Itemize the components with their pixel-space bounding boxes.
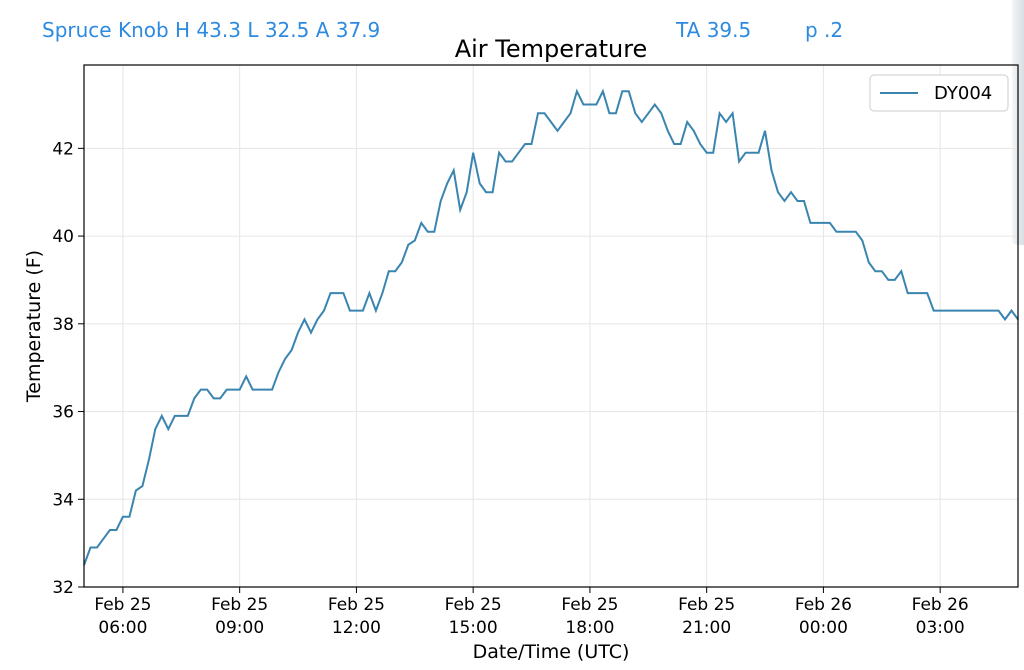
chart-title: Air Temperature: [455, 35, 648, 63]
page-indicator[interactable]: p .2: [805, 18, 844, 42]
y-tick-label: 34: [52, 490, 74, 510]
legend: DY004: [869, 74, 1009, 112]
y-axis-ticks: 32 34 36 38 40 42: [52, 139, 84, 598]
y-axis-label: Temperature (F): [23, 250, 45, 403]
x-tick-label-date: Feb 25: [94, 595, 151, 615]
x-tick-label-date: Feb 26: [912, 595, 969, 615]
x-tick-label-time: 15:00: [449, 618, 498, 638]
x-tick-label-time: 03:00: [916, 618, 965, 638]
x-tick-label-date: Feb 25: [445, 595, 502, 615]
plot-frame: [83, 64, 1019, 588]
station-summary-text: Spruce Knob H 43.3 L 32.5 A 37.9: [42, 18, 381, 42]
y-tick-label: 32: [52, 578, 74, 598]
x-tick-label-date: Feb 25: [561, 595, 618, 615]
x-tick-label-time: 18:00: [565, 618, 614, 638]
x-tick-label-date: Feb 26: [795, 595, 852, 615]
grid-layer: [84, 65, 1018, 588]
x-axis-label: Date/Time (UTC): [473, 641, 630, 663]
x-tick-label-time: 21:00: [682, 618, 731, 638]
y-tick-label: 36: [52, 403, 74, 423]
y-tick-label: 42: [52, 139, 74, 159]
ta-value-text: TA 39.5: [676, 18, 752, 42]
series-line-dy004: [83, 88, 1019, 566]
legend-label-dy004: DY004: [934, 83, 992, 104]
x-tick-label-date: Feb 25: [328, 595, 385, 615]
x-tick-label-date: Feb 25: [211, 595, 268, 615]
x-tick-label-time: 00:00: [799, 618, 848, 638]
x-tick-label-time: 12:00: [332, 618, 381, 638]
y-tick-label: 40: [52, 227, 74, 247]
legend-box: [869, 74, 1009, 112]
y-tick-label: 38: [52, 315, 74, 335]
x-tick-label-date: Feb 25: [678, 595, 735, 615]
x-axis-ticks: Feb 25 06:00 Feb 25 09:00 Feb 25 12:00 Feb 25 1…: [94, 587, 969, 638]
x-tick-label-time: 09:00: [215, 618, 264, 638]
x-tick-label-time: 06:00: [98, 618, 147, 638]
